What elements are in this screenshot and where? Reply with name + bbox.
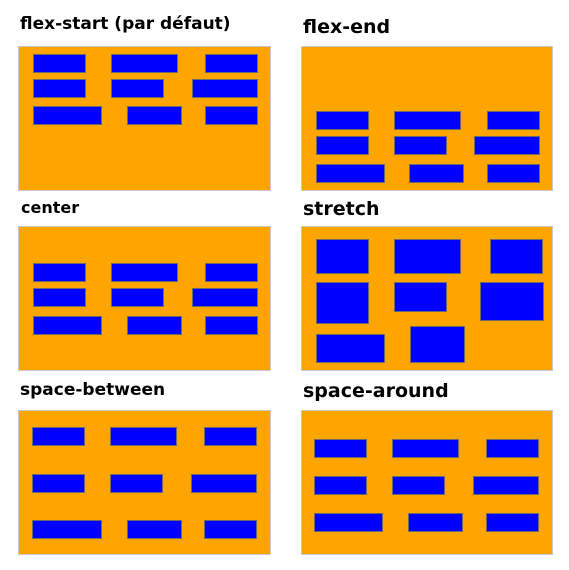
panel-title: space-between — [20, 380, 166, 400]
flex-item — [204, 427, 257, 446]
flex-item — [410, 326, 465, 363]
flex-item — [110, 474, 163, 493]
flex-item — [487, 164, 540, 183]
flex-item — [32, 474, 85, 493]
flex-item — [316, 164, 385, 183]
flex-container — [18, 46, 271, 191]
flex-item — [32, 520, 102, 539]
flex-item — [316, 282, 369, 324]
flex-item — [192, 288, 258, 307]
flex-item — [192, 79, 258, 98]
panel-title: stretch — [303, 198, 380, 220]
flex-item — [486, 513, 539, 532]
flex-item — [33, 54, 86, 73]
panel-title: center — [21, 198, 80, 217]
flex-item — [204, 520, 257, 539]
flex-item — [314, 476, 367, 495]
flex-item — [111, 79, 164, 98]
flex-container — [301, 410, 553, 555]
flex-item — [205, 106, 258, 125]
panel-title: flex-start (par défaut) — [20, 14, 231, 34]
flex-item — [33, 288, 86, 307]
flex-item — [32, 427, 85, 446]
flex-item — [409, 164, 464, 183]
flex-item — [205, 316, 258, 335]
flex-item — [408, 513, 463, 532]
flex-item — [205, 263, 258, 282]
flex-item — [127, 316, 182, 335]
flex-item — [127, 520, 182, 539]
flex-item — [490, 239, 543, 274]
flex-item — [316, 136, 369, 155]
flex-item — [33, 263, 86, 282]
flex-item — [205, 54, 258, 73]
flex-item — [111, 288, 164, 307]
flex-container — [301, 46, 553, 191]
panel-title: space-around — [303, 380, 449, 402]
flex-item — [314, 439, 367, 458]
flex-item — [111, 263, 178, 282]
flex-item — [394, 282, 447, 312]
flex-item — [480, 282, 544, 321]
flex-item — [473, 476, 539, 495]
flex-item — [392, 476, 445, 495]
panel-title: flex-end — [303, 16, 391, 38]
flex-item — [127, 106, 182, 125]
flex-item — [110, 427, 177, 446]
flex-item — [487, 111, 540, 130]
flex-item — [33, 316, 102, 335]
flex-item — [486, 439, 539, 458]
flex-item — [392, 439, 459, 458]
flex-item — [33, 106, 102, 125]
flex-item — [394, 111, 461, 130]
flex-item — [314, 513, 383, 532]
flex-container — [301, 226, 553, 371]
flex-item — [191, 474, 257, 493]
flex-item — [474, 136, 540, 155]
flex-container — [18, 226, 271, 371]
flex-item — [316, 239, 369, 274]
flex-item — [394, 136, 447, 155]
flex-item — [111, 54, 178, 73]
flex-container — [18, 410, 271, 555]
flex-item — [316, 111, 369, 130]
flex-item — [33, 79, 86, 98]
flex-item — [394, 239, 461, 274]
flex-item — [316, 334, 385, 363]
